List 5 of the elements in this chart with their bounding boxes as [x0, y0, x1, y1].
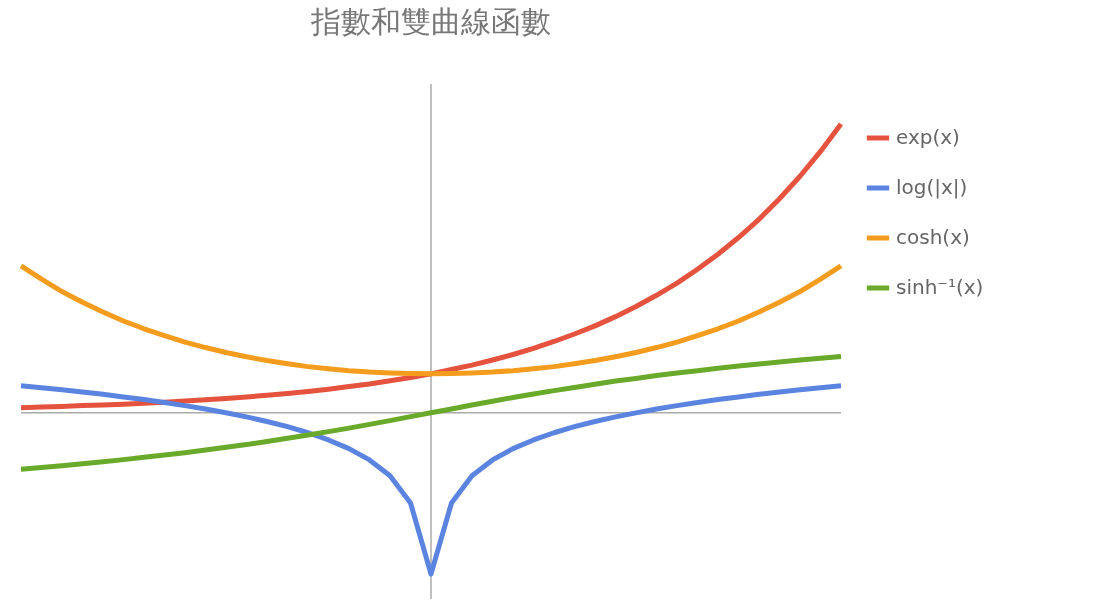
legend-label: exp(x)	[896, 125, 960, 149]
legend-label: sinh⁻¹(x)	[896, 275, 984, 299]
legend-label: cosh(x)	[896, 225, 970, 249]
chart-title: 指數和雙曲線函數	[310, 4, 551, 40]
legend-label: log(|x|)	[896, 175, 968, 199]
